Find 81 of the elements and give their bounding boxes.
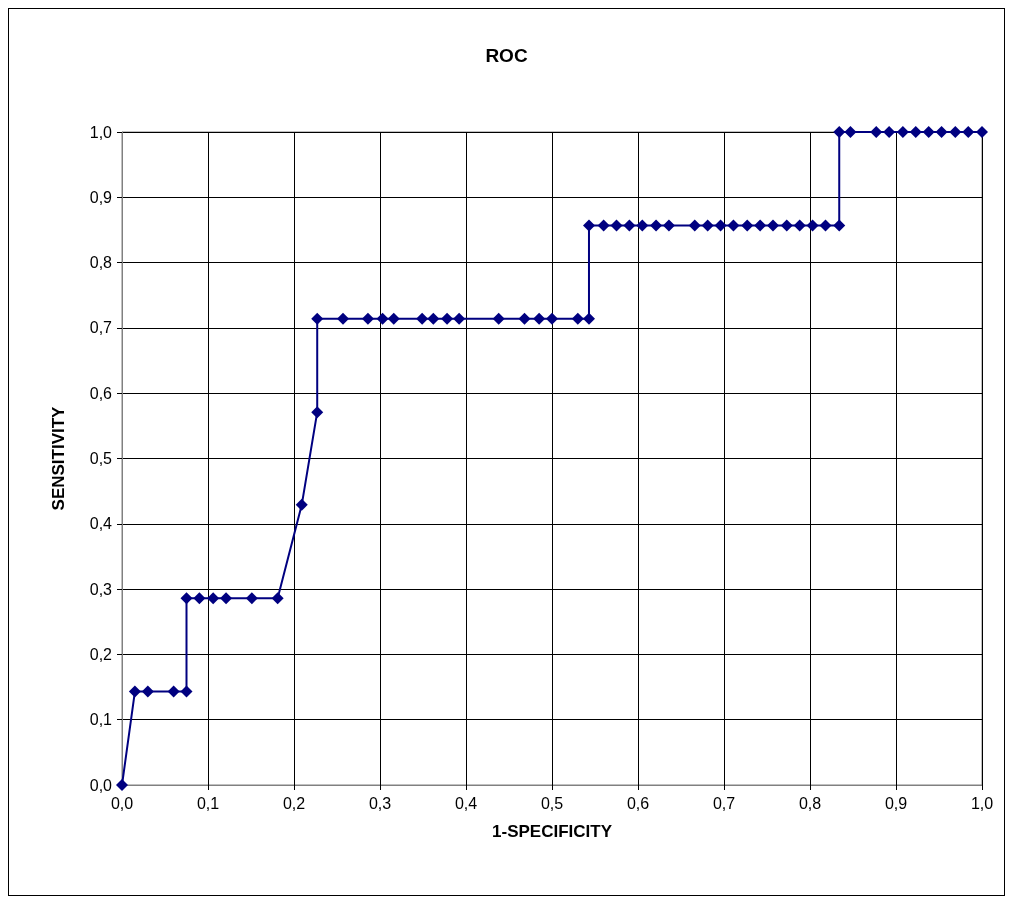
point [180, 685, 193, 698]
x-tick-label: 0,7 [712, 794, 736, 812]
y-axis-title: SENSITIVITY [49, 405, 68, 511]
point [922, 126, 935, 138]
point [662, 219, 675, 232]
point [623, 219, 636, 232]
point [167, 685, 180, 698]
point [582, 219, 595, 232]
point [754, 219, 767, 232]
point [311, 312, 324, 325]
point [701, 219, 714, 232]
point [819, 219, 832, 232]
point [949, 126, 962, 138]
y-tick-label: 0,2 [89, 645, 113, 663]
y-tick-label: 0,5 [89, 450, 113, 467]
point [453, 312, 466, 325]
point [376, 312, 389, 325]
point [582, 312, 595, 325]
point [361, 312, 374, 325]
point [193, 592, 206, 605]
point [546, 312, 558, 325]
y-tick-label: 0,7 [89, 319, 113, 337]
point [220, 592, 233, 605]
point [636, 219, 649, 232]
y-tick-label: 0,6 [89, 384, 113, 402]
y-tick-label: 0,8 [89, 254, 113, 272]
x-tick-label: 0,5 [540, 794, 564, 812]
point [935, 126, 948, 138]
point [128, 685, 141, 698]
point [714, 219, 727, 232]
point [533, 312, 546, 325]
x-axis-title: 1-SPECIFICITY [492, 822, 613, 841]
point [767, 219, 780, 232]
point [518, 312, 531, 325]
chart-title: ROC [485, 45, 528, 66]
x-tick-label: 0,6 [626, 794, 650, 812]
point [780, 219, 793, 232]
point [116, 779, 128, 791]
point [295, 498, 308, 511]
point [337, 312, 350, 325]
y-tick-label: 0,4 [89, 515, 113, 533]
y-tick-label: 0,9 [89, 188, 113, 206]
point [962, 126, 975, 138]
y-tick-label: 0,3 [89, 580, 113, 598]
point [793, 219, 806, 232]
y-tick-label: 0,0 [89, 776, 113, 794]
point [976, 126, 988, 138]
point [688, 219, 701, 232]
point [441, 312, 454, 325]
point [387, 312, 400, 325]
point [909, 126, 922, 138]
point [416, 312, 429, 325]
point [597, 219, 610, 232]
point [207, 592, 220, 605]
point [650, 219, 663, 232]
point [271, 592, 284, 605]
point [806, 219, 819, 232]
y-tick-label: 1,0 [89, 123, 113, 141]
x-tick-label: 0,3 [368, 794, 392, 812]
point [427, 312, 440, 325]
x-tick-label: 0,8 [798, 794, 822, 812]
point [610, 219, 623, 232]
point [141, 685, 154, 698]
point [180, 592, 193, 605]
x-tick-label: 1,0 [970, 794, 994, 812]
point [571, 312, 584, 325]
point [870, 126, 883, 138]
point [727, 219, 740, 232]
point [492, 312, 505, 325]
x-tick-label: 0,0 [110, 794, 134, 812]
point [741, 219, 754, 232]
x-tick-label: 0,9 [884, 794, 908, 812]
point [833, 126, 846, 138]
x-tick-label: 0,1 [196, 794, 220, 812]
point [245, 592, 258, 605]
point [311, 406, 324, 419]
x-tick-label: 0,4 [454, 794, 478, 812]
point [833, 219, 846, 232]
point [844, 126, 857, 138]
x-tick-label: 0,2 [282, 794, 306, 812]
y-tick-label: 0,1 [89, 711, 113, 729]
